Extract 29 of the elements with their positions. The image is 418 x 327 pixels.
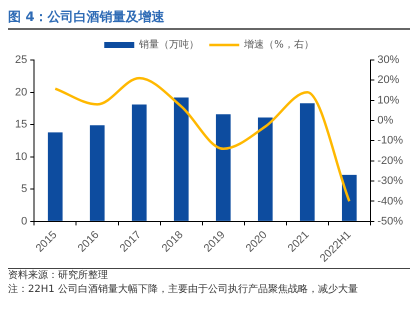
y2-tick-label: -50%: [377, 215, 404, 228]
y2-tick-label: 10%: [377, 94, 400, 106]
y-tick-label: 5: [21, 183, 28, 196]
bar: [48, 132, 63, 221]
bar: [216, 114, 231, 221]
legend-label: 增速（%，右）: [243, 38, 314, 51]
y2-tick-label: 0%: [377, 114, 394, 127]
y2-tick-label: -20%: [377, 154, 404, 167]
bar: [258, 117, 273, 221]
bar: [300, 103, 315, 221]
y2-tick-label: -40%: [377, 195, 404, 208]
y-tick-label: 0: [21, 215, 28, 228]
y-tick-label: 20: [14, 86, 28, 98]
y2-tick-label: -10%: [377, 134, 404, 147]
chart-title: 图 4：公司白酒销量及增速: [8, 8, 410, 30]
bar: [342, 174, 357, 221]
y2-tick-label: -30%: [377, 175, 404, 188]
legend-label: 销量（万吨）: [138, 38, 200, 51]
y2-tick-label: 30%: [377, 54, 400, 66]
y-tick-label: 25: [14, 54, 28, 66]
text: 注：22H1 公司白酒销量大幅下降，主要由于公司执行产品聚焦战略，减少大量: [8, 283, 359, 297]
bar: [90, 125, 105, 221]
text: 资料来源：研究所整理: [8, 269, 109, 283]
y-tick-label: 10: [14, 150, 28, 163]
line-series: [54, 76, 351, 202]
bar: [132, 104, 147, 221]
y-tick-label: 15: [14, 118, 28, 131]
y2-tick-label: 20%: [377, 74, 400, 86]
bar: [174, 97, 189, 221]
